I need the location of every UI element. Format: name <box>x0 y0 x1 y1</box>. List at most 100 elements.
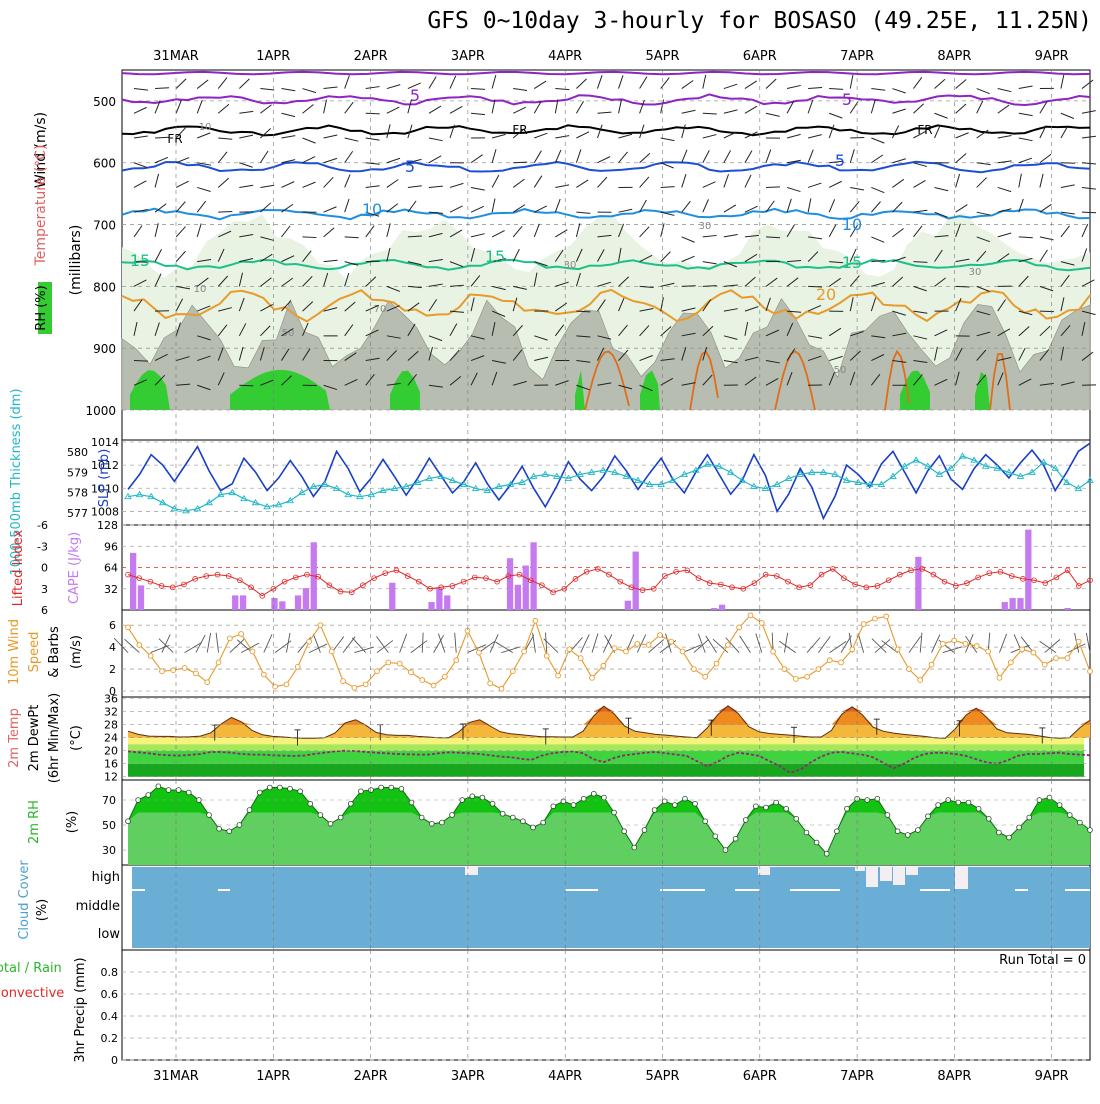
isotherm-label: FR <box>167 132 182 146</box>
panel-frame-thk <box>122 440 1090 525</box>
wind-speed-marker <box>239 632 244 637</box>
wind-speed-marker <box>635 641 640 646</box>
ylabel-precip: 3hr Precip (mm) <box>73 957 88 1062</box>
cape-bar <box>444 595 450 610</box>
rh-marker <box>288 786 293 791</box>
wind-barb <box>1082 212 1096 213</box>
isotherm-label: 5 <box>410 86 420 105</box>
y-tick-right: 96 <box>104 540 118 553</box>
rh-marker <box>915 828 920 833</box>
cape-bar <box>303 588 309 610</box>
y-tick-left: 577 <box>67 507 88 520</box>
wind-speed-marker <box>363 682 368 687</box>
wind-speed-marker <box>1065 656 1070 661</box>
rh-marker <box>642 828 647 833</box>
wind-speed-marker <box>827 658 832 663</box>
y-tick-right: 32 <box>104 583 118 596</box>
chart-title: GFS 0~10day 3-hourly for BOSASO (49.25E,… <box>0 8 1092 34</box>
wind-speed-marker <box>805 674 810 679</box>
rh-marker <box>662 799 667 804</box>
rh-marker <box>247 808 252 813</box>
rh-marker <box>784 806 789 811</box>
y-tick-left: 3 <box>41 583 48 596</box>
cloud-gap <box>866 867 878 887</box>
wind-speed-marker <box>171 668 176 673</box>
isotherm-label: 5 <box>842 90 852 109</box>
y-tick-label: 50 <box>102 819 116 832</box>
wind-speed-marker <box>533 618 538 623</box>
cape-bar <box>515 585 521 610</box>
date-label-bottom: 4APR <box>548 1069 582 1084</box>
date-label-top: 7APR <box>840 49 874 64</box>
rh-marker <box>905 833 910 838</box>
temp-band <box>128 764 1084 777</box>
date-label-bottom: 2APR <box>354 1069 388 1084</box>
ylabel-cape: CAPE (J/kg) <box>67 532 82 604</box>
isotherm-label: 15 <box>485 247 505 266</box>
wind-speed-marker <box>590 675 595 680</box>
rh-contour-label: 50 <box>834 365 847 376</box>
rh-marker <box>672 803 677 808</box>
rh-marker <box>480 795 485 800</box>
rh-marker <box>1007 835 1012 840</box>
wind-speed-marker <box>442 674 447 679</box>
rh-marker <box>713 834 718 839</box>
wind-speed-marker <box>873 616 878 621</box>
wind-speed-marker <box>137 643 142 648</box>
wind-speed-marker <box>148 653 153 658</box>
date-label-bottom: 8APR <box>937 1069 971 1084</box>
ylabel-rh: RH (%) <box>34 285 49 330</box>
wind-barb <box>766 187 780 188</box>
y-tick-label: 0.4 <box>101 1010 119 1023</box>
y-tick-label: 0.8 <box>101 966 119 979</box>
ylabel-wind10m: 10m Wind <box>7 619 22 685</box>
wind-speed-marker <box>669 639 674 644</box>
date-label-bottom: 7APR <box>840 1069 874 1084</box>
y-tick-left: 0 <box>41 562 48 575</box>
cape-bar <box>633 552 639 610</box>
rh-marker <box>146 793 151 798</box>
wind-speed-marker <box>476 650 481 655</box>
rh-marker <box>936 803 941 808</box>
rh-marker <box>764 805 769 810</box>
rh-marker <box>450 813 455 818</box>
cloud-gap <box>893 867 905 885</box>
wind-barb <box>218 211 232 212</box>
y-tick-label: 800 <box>93 280 116 294</box>
wind-speed-marker <box>488 681 493 686</box>
rh-marker <box>753 804 758 809</box>
ylabel-rh2m-units: (%) <box>65 811 80 834</box>
wind-speed-marker <box>160 669 165 674</box>
wind-speed-marker <box>126 625 131 630</box>
wind-speed-marker <box>194 671 199 676</box>
cloud-gap-thin <box>920 889 950 891</box>
rh-marker <box>166 788 171 793</box>
rh-marker <box>1077 820 1082 825</box>
date-label-bottom: 1APR <box>256 1069 290 1084</box>
cape-bar <box>279 601 285 610</box>
cloud-fill <box>132 867 1090 948</box>
ylabel-temp-units: (°C) <box>69 725 84 751</box>
rh-marker <box>966 800 971 805</box>
cloud-gap <box>855 867 865 871</box>
wind-speed-marker <box>1008 660 1013 665</box>
rh-marker <box>1047 795 1052 800</box>
isotherm-label: 5 <box>405 157 415 176</box>
wind-speed-marker <box>216 660 221 665</box>
wind-speed-marker <box>793 677 798 682</box>
wind-speed-marker <box>510 669 515 674</box>
run-total-annotation: Run Total = 0 <box>999 953 1086 968</box>
wind-speed-marker <box>884 614 889 619</box>
wind-speed-marker <box>556 673 561 678</box>
wind-speed-marker <box>499 686 504 691</box>
wind-speed-marker <box>601 663 606 668</box>
wind-speed-marker <box>284 682 289 687</box>
cape-bar <box>389 583 395 610</box>
y-tick-label: 30 <box>102 844 116 857</box>
wind-speed-marker <box>658 633 663 638</box>
rh-contour-label: 30 <box>969 267 982 278</box>
ylabel-rh2m: 2m RH <box>27 800 42 844</box>
wind-barb <box>303 237 317 238</box>
